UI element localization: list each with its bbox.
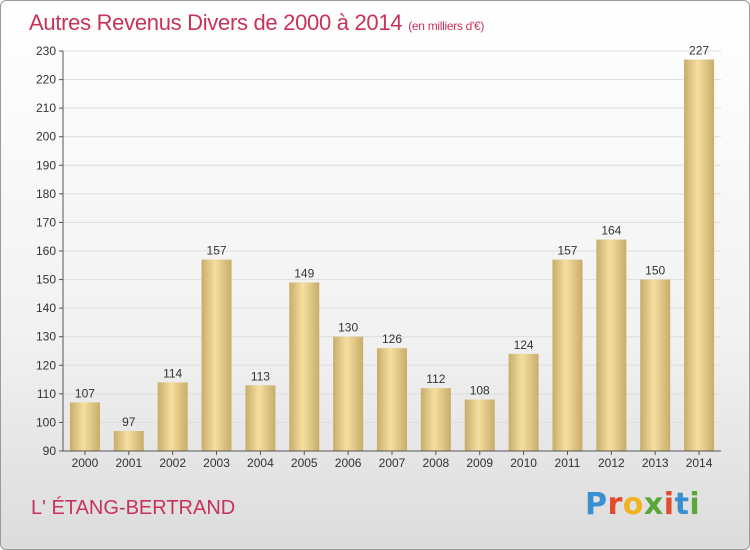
data-label: 227 xyxy=(689,44,709,58)
brand-letter: o xyxy=(622,487,644,522)
y-tick-label: 100 xyxy=(36,415,56,429)
x-tick-label: 2011 xyxy=(555,456,581,470)
chart-title: Autres Revenus Divers de 2000 à 2014 (en … xyxy=(29,10,484,36)
bar xyxy=(69,402,100,451)
bar xyxy=(508,353,539,451)
bar xyxy=(201,259,232,451)
bar xyxy=(640,279,671,451)
data-label: 113 xyxy=(251,369,270,383)
x-tick-label: 2006 xyxy=(335,456,362,470)
x-tick-label: 2005 xyxy=(291,456,318,470)
x-tick-label: 2014 xyxy=(686,456,713,470)
data-label: 126 xyxy=(382,332,402,346)
proxiti-logo[interactable]: Proxiti xyxy=(585,487,700,522)
bar xyxy=(245,385,276,451)
data-label: 97 xyxy=(122,415,136,429)
data-label: 112 xyxy=(426,372,445,386)
bar xyxy=(684,59,715,451)
bar xyxy=(552,259,583,451)
data-label: 150 xyxy=(645,264,665,278)
data-label: 130 xyxy=(338,321,358,335)
y-tick-label: 180 xyxy=(36,187,56,201)
brand-letter: x xyxy=(643,487,664,522)
y-tick-label: 190 xyxy=(36,158,56,172)
y-tick-label: 170 xyxy=(36,215,56,229)
x-tick-label: 2010 xyxy=(510,456,537,470)
x-tick-label: 2002 xyxy=(159,456,186,470)
x-tick-label: 2008 xyxy=(423,456,450,470)
data-labels: 107 97 114 157 113 149 130 126 112 108 124 157 164 15… xyxy=(75,44,709,429)
y-tick-label: 220 xyxy=(36,73,56,87)
bar xyxy=(333,336,364,451)
y-tick-label: 210 xyxy=(36,101,56,115)
bar xyxy=(113,431,144,451)
x-tick-label: 2009 xyxy=(466,456,493,470)
y-tick-label: 120 xyxy=(36,358,56,372)
y-tick-label: 90 xyxy=(43,444,57,458)
bar xyxy=(377,348,407,451)
brand-letter: t xyxy=(674,487,690,522)
y-tick-label: 130 xyxy=(36,330,56,344)
brand-letter: P xyxy=(585,487,608,522)
data-label: 107 xyxy=(75,386,95,400)
data-label: 108 xyxy=(470,384,490,398)
bar xyxy=(596,239,627,451)
brand-letter: r xyxy=(607,487,623,522)
y-tick-label: 140 xyxy=(36,301,56,315)
data-label: 157 xyxy=(557,244,577,258)
x-axis-ticks: 2000 2001 2002 2003 2004 2005 2006 2007 2008 2009… xyxy=(72,451,713,470)
bar xyxy=(157,382,188,451)
brand-letter: i xyxy=(689,487,701,522)
data-label: 164 xyxy=(601,224,621,238)
x-tick-label: 2001 xyxy=(115,456,142,470)
data-label: 157 xyxy=(207,244,227,258)
brand-letter: i xyxy=(663,487,675,522)
data-label: 149 xyxy=(294,266,314,280)
y-tick-label: 110 xyxy=(37,387,56,401)
y-axis-ticks: 90 100 110 120 130 140 150 160 170 180 190 200 210 22… xyxy=(36,44,63,458)
place-name: L' ÉTANG-BERTRAND xyxy=(31,497,236,519)
y-tick-label: 230 xyxy=(36,44,56,58)
x-tick-label: 2013 xyxy=(642,456,669,470)
chart-unit: (en milliers d'€) xyxy=(408,19,485,33)
bar xyxy=(420,388,451,451)
data-label: 124 xyxy=(514,338,534,352)
y-tick-label: 200 xyxy=(36,130,56,144)
x-tick-label: 2000 xyxy=(72,456,99,470)
y-tick-label: 160 xyxy=(36,244,56,258)
bar xyxy=(289,282,320,451)
x-tick-label: 2012 xyxy=(598,456,625,470)
data-label: 114 xyxy=(163,366,182,380)
x-tick-label: 2003 xyxy=(203,456,230,470)
x-tick-label: 2004 xyxy=(247,456,274,470)
bars xyxy=(69,59,715,451)
bar xyxy=(464,399,495,451)
x-tick-label: 2007 xyxy=(379,456,406,470)
y-tick-label: 150 xyxy=(36,273,56,287)
chart-title-text: Autres Revenus Divers de 2000 à 2014 xyxy=(29,10,403,35)
axes xyxy=(62,51,721,452)
